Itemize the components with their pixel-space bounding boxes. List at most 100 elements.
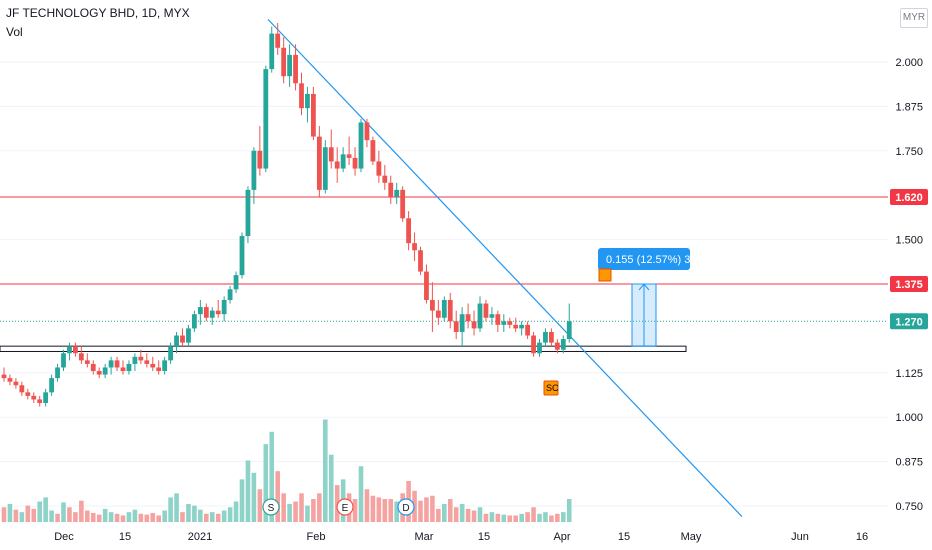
volume-bar xyxy=(156,515,161,522)
candle xyxy=(358,122,364,169)
candle xyxy=(281,47,287,77)
volume-bar xyxy=(204,513,209,522)
candle xyxy=(37,399,43,403)
volume-bar xyxy=(13,509,19,522)
candle xyxy=(346,154,352,158)
candle xyxy=(293,54,298,84)
volume-bar xyxy=(531,507,536,522)
volume-bar xyxy=(561,512,566,522)
candle xyxy=(257,150,263,169)
candle xyxy=(394,189,400,197)
time-tick-label: 15 xyxy=(119,531,131,543)
candle xyxy=(192,314,197,329)
volume-bar xyxy=(227,507,233,522)
candle xyxy=(67,346,72,354)
candle xyxy=(441,299,447,318)
time-tick-label: 2021 xyxy=(188,531,212,543)
volume-bar xyxy=(275,471,280,522)
volume-bar xyxy=(43,497,48,522)
candle xyxy=(84,360,90,364)
candle xyxy=(299,83,304,109)
volume-bar xyxy=(471,510,477,522)
volume-bar xyxy=(144,514,150,522)
price-tick-label: 1.000 xyxy=(895,412,923,424)
candle xyxy=(334,161,340,169)
dividend-flag xyxy=(598,268,612,282)
volume-bar xyxy=(37,501,42,522)
volume-bar xyxy=(132,509,138,522)
volume-bar xyxy=(239,479,245,522)
measure-label-box xyxy=(598,248,690,270)
support-zone[interactable] xyxy=(0,345,687,352)
volume-bar xyxy=(394,501,399,522)
candle xyxy=(31,395,37,400)
time-tick-label: Feb xyxy=(307,531,326,543)
volume-bar xyxy=(459,503,465,522)
volume-bar xyxy=(495,513,501,522)
volume-bar xyxy=(90,512,96,522)
candle xyxy=(132,356,138,364)
sc-badge[interactable]: SC xyxy=(543,380,559,396)
time-tick-label: 15 xyxy=(478,531,490,543)
volume-bar xyxy=(507,515,513,522)
candle xyxy=(150,363,156,368)
volume-bar xyxy=(96,514,102,522)
volume-bar xyxy=(1,507,7,522)
grid xyxy=(0,61,888,507)
volume-bar xyxy=(447,499,453,522)
volume-bar xyxy=(186,503,191,522)
volume-bar xyxy=(257,489,263,522)
volume-bar xyxy=(317,493,322,522)
candle xyxy=(209,310,215,318)
sc-badge-label: SC xyxy=(546,383,559,393)
candle xyxy=(364,122,370,141)
price-label-box xyxy=(890,313,928,330)
candle xyxy=(560,339,566,350)
candle xyxy=(370,140,376,162)
candle xyxy=(269,33,275,70)
price-axis: 2.000 1.875 1.750 1.500 1.125 1.000 0.875 0.750… xyxy=(890,57,928,513)
volume-bar xyxy=(108,512,114,522)
volume-bar xyxy=(525,512,530,522)
candle xyxy=(495,314,501,325)
volume-bar xyxy=(120,515,126,522)
price-range-measure[interactable]: 0.155 (12.57%) 31 xyxy=(598,248,697,347)
candle xyxy=(340,154,346,169)
volume-bar xyxy=(293,501,298,522)
volume-bar xyxy=(364,489,370,522)
volume-bar xyxy=(67,507,72,522)
volume-bar xyxy=(114,513,120,522)
candle xyxy=(263,69,269,169)
volume-bar xyxy=(352,499,358,522)
volume-bar xyxy=(501,514,507,522)
volume-bar xyxy=(555,513,560,522)
candle xyxy=(388,182,394,197)
candle xyxy=(197,307,203,315)
candle xyxy=(144,360,150,364)
measure-label: 0.155 (12.57%) 31 xyxy=(606,254,697,266)
candle xyxy=(507,321,513,325)
candle xyxy=(501,321,507,325)
volume-bar xyxy=(418,500,423,522)
candle xyxy=(447,299,453,322)
candle xyxy=(513,324,519,329)
volume-bar xyxy=(85,510,90,522)
candle xyxy=(459,314,465,332)
volume-bar xyxy=(55,513,60,522)
volume-bar xyxy=(138,513,144,522)
candle xyxy=(537,342,542,354)
candle xyxy=(180,335,185,343)
volume-bar xyxy=(483,513,489,522)
candle xyxy=(566,321,572,340)
candle xyxy=(61,353,66,368)
candle xyxy=(102,367,108,375)
price-tick-label: 1.125 xyxy=(895,368,923,380)
volume-bar xyxy=(245,460,251,522)
currency-button[interactable]: MYR xyxy=(900,8,928,28)
trendline[interactable] xyxy=(267,18,743,518)
candle xyxy=(549,331,554,343)
volume-bar xyxy=(358,466,364,522)
event-badge xyxy=(397,498,415,516)
